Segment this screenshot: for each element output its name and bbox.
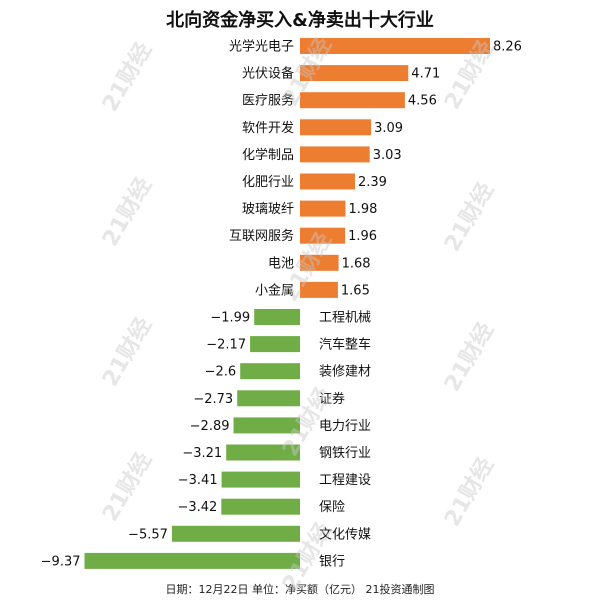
data-label: −3.41 <box>178 473 218 488</box>
bar <box>300 38 490 54</box>
bar <box>300 146 370 163</box>
data-label: 3.03 <box>373 148 402 163</box>
bar <box>300 173 355 190</box>
data-label: 1.68 <box>342 256 371 271</box>
data-label: −9.37 <box>41 554 81 569</box>
category-label: 文化传媒 <box>319 527 371 542</box>
data-label: −1.99 <box>210 311 250 326</box>
bar <box>240 363 300 380</box>
bar <box>84 552 300 569</box>
category-label: 小金属 <box>255 282 294 298</box>
data-label: −3.21 <box>182 446 222 461</box>
data-label: 3.09 <box>374 121 403 136</box>
data-label: −2.17 <box>206 338 246 353</box>
chart-title: 北向资金净买入&净卖出十大行业 <box>166 10 434 31</box>
bar <box>300 254 339 271</box>
category-label: 装修建材 <box>319 365 371 380</box>
data-label: 2.39 <box>358 175 387 190</box>
category-label: 光伏设备 <box>242 66 294 82</box>
data-label: 8.26 <box>493 40 522 55</box>
data-label: −5.57 <box>128 527 168 542</box>
chart-footer: 日期：12月22日 单位：净买额（亿元） 21投资通制图 <box>165 583 435 596</box>
bar <box>300 119 372 136</box>
category-label: 玻璃玻纤 <box>242 202 294 217</box>
data-label: 1.98 <box>349 202 378 217</box>
bar <box>237 390 300 407</box>
bar <box>300 281 338 298</box>
category-label: 工程机械 <box>319 311 371 326</box>
data-label: 4.71 <box>411 67 440 82</box>
data-label: −2.6 <box>205 365 237 380</box>
bar <box>221 498 300 515</box>
category-label: 保险 <box>319 500 345 515</box>
data-label: 1.65 <box>341 283 370 298</box>
category-label: 化肥行业 <box>242 175 294 190</box>
bar <box>300 227 346 244</box>
category-label: 医疗服务 <box>242 93 294 109</box>
bar <box>226 444 300 461</box>
category-label: 光学光电子 <box>229 39 294 55</box>
category-label: 互联网服务 <box>229 228 294 244</box>
data-label: −2.89 <box>190 419 230 434</box>
category-label: 电力行业 <box>319 419 371 434</box>
category-label: 电池 <box>268 256 294 271</box>
bar <box>250 336 300 353</box>
category-label: 钢铁行业 <box>319 446 371 461</box>
bar <box>300 200 346 217</box>
category-label: 化学制品 <box>242 147 294 163</box>
category-label: 工程建设 <box>319 473 371 488</box>
data-label: 4.56 <box>408 94 437 109</box>
category-label: 软件开发 <box>242 120 294 136</box>
bar <box>254 309 300 325</box>
category-label: 证券 <box>319 391 345 407</box>
category-label: 银行 <box>319 554 345 569</box>
data-label: −2.73 <box>193 392 233 407</box>
bar <box>171 525 300 542</box>
bar <box>300 65 409 82</box>
category-label: 汽车整车 <box>319 337 371 353</box>
bar <box>233 417 300 434</box>
data-label: 1.96 <box>348 229 377 244</box>
data-label: −3.42 <box>177 500 217 515</box>
bar <box>221 471 300 488</box>
bar <box>300 92 405 109</box>
